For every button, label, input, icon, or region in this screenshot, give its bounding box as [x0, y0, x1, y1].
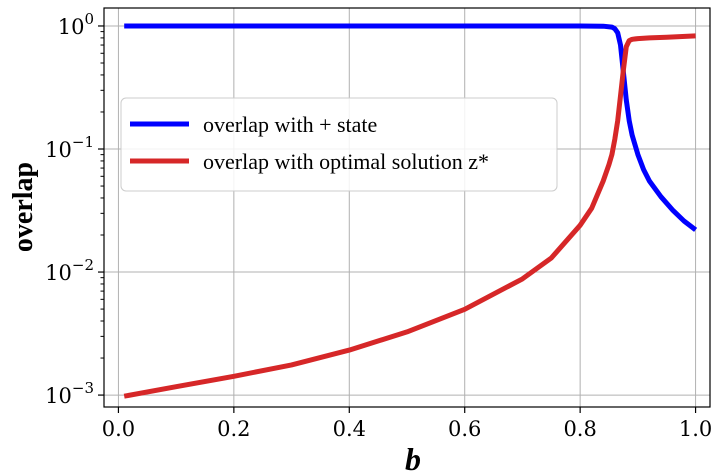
- x-tick-label: 1.0: [679, 417, 712, 441]
- x-tick-label: 0.8: [563, 417, 596, 441]
- x-axis-label: b: [405, 441, 421, 476]
- y-tick-label: 10−3: [45, 379, 94, 408]
- x-tick-label: 0.0: [102, 417, 135, 441]
- series-line-2: [123, 33, 696, 399]
- x-tick-label: 0.4: [333, 417, 366, 441]
- legend-box: [120, 97, 558, 192]
- axis-ticks: 0.0 0.2 0.4 0.6 0.8 1.0 10−3 10−2 10−1 100: [45, 10, 712, 441]
- y-tick-label: 10−1: [45, 133, 94, 162]
- legend-label-1: overlap with + state: [203, 112, 377, 137]
- grid-lines: [104, 8, 710, 407]
- x-tick-label: 0.6: [448, 417, 481, 441]
- x-tick-label: 0.2: [217, 417, 250, 441]
- plot-frame: [103, 7, 711, 408]
- series-line-1: [124, 23, 698, 232]
- legend-label-2: overlap with optimal solution z*: [203, 149, 489, 174]
- y-tick-label: 100: [58, 10, 94, 39]
- y-tick-label: 10−2: [45, 256, 94, 285]
- legend: overlap with + state overlap with optimal…: [120, 97, 558, 192]
- y-axis-label: overlap: [8, 162, 39, 252]
- series-lines: [123, 23, 698, 399]
